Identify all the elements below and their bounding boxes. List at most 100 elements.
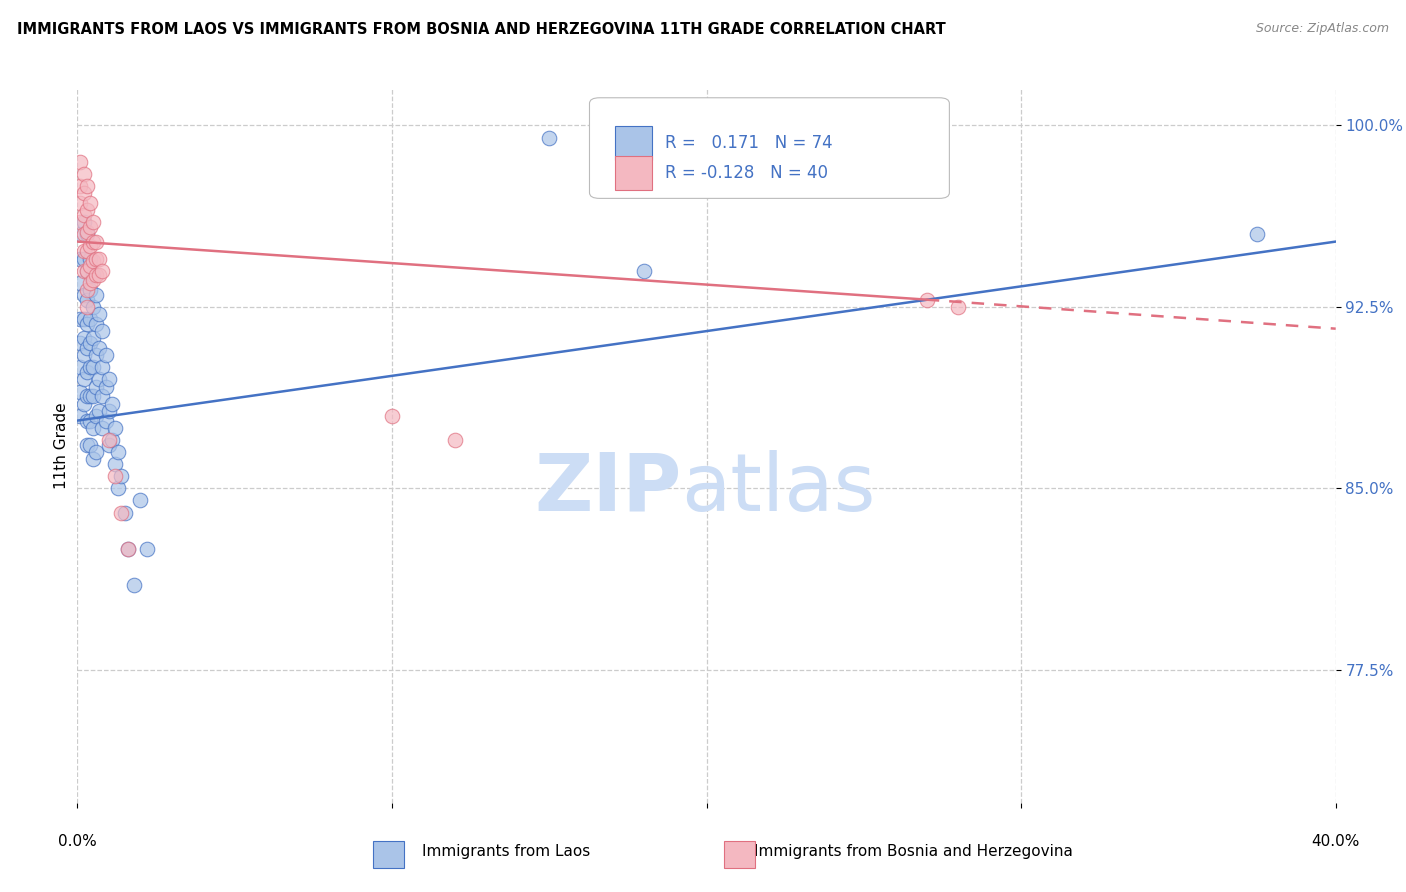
Point: [82, 331, 104, 345]
Point: [76, 283, 98, 297]
Point: [97, 433, 120, 447]
FancyBboxPatch shape: [614, 126, 652, 160]
Point: [84, 348, 107, 362]
Point: [76, 389, 98, 403]
Point: [72, 397, 94, 411]
Point: [84, 288, 107, 302]
Point: [69, 154, 91, 169]
Point: [72, 331, 94, 345]
Point: [69, 215, 91, 229]
Point: [76, 178, 98, 193]
Point: [110, 506, 132, 520]
Point: [72, 227, 94, 242]
Text: R =   0.171   N = 74: R = 0.171 N = 74: [665, 134, 832, 152]
Point: [104, 457, 127, 471]
Point: [84, 235, 107, 249]
Point: [91, 389, 114, 403]
Text: R = -0.128   N = 40: R = -0.128 N = 40: [665, 164, 828, 182]
Text: IMMIGRANTS FROM LAOS VS IMMIGRANTS FROM BOSNIA AND HERZEGOVINA 11TH GRADE CORREL: IMMIGRANTS FROM LAOS VS IMMIGRANTS FROM …: [17, 22, 946, 37]
Point: [76, 317, 98, 331]
Point: [104, 421, 127, 435]
Point: [97, 404, 120, 418]
Point: [79, 389, 101, 403]
Point: [633, 263, 655, 277]
Y-axis label: 11th Grade: 11th Grade: [53, 402, 69, 490]
Point: [76, 244, 98, 259]
Point: [79, 276, 101, 290]
Point: [72, 252, 94, 266]
Point: [79, 259, 101, 273]
Point: [84, 317, 107, 331]
Point: [69, 178, 91, 193]
Point: [76, 203, 98, 218]
Point: [91, 421, 114, 435]
Point: [104, 469, 127, 483]
FancyBboxPatch shape: [614, 156, 652, 190]
Point: [79, 336, 101, 351]
Point: [79, 252, 101, 266]
Point: [76, 300, 98, 314]
Point: [82, 452, 104, 467]
Point: [72, 348, 94, 362]
Point: [82, 268, 104, 283]
Point: [69, 360, 91, 375]
Point: [69, 227, 91, 242]
Point: [69, 195, 91, 210]
Point: [79, 283, 101, 297]
Point: [79, 438, 101, 452]
Point: [89, 341, 111, 355]
Point: [91, 263, 114, 277]
Point: [76, 263, 98, 277]
Point: [76, 225, 98, 239]
Point: [72, 244, 94, 259]
Point: [91, 360, 114, 375]
Point: [94, 414, 117, 428]
Point: [72, 208, 94, 222]
Point: [381, 409, 404, 423]
Point: [122, 578, 145, 592]
Point: [69, 312, 91, 326]
Point: [82, 389, 104, 403]
Point: [117, 541, 139, 556]
Point: [72, 186, 94, 201]
Point: [72, 372, 94, 386]
Point: [89, 268, 111, 283]
Point: [76, 341, 98, 355]
Point: [107, 445, 129, 459]
Point: [117, 541, 139, 556]
Point: [97, 372, 120, 386]
Point: [76, 365, 98, 379]
Point: [72, 312, 94, 326]
Point: [89, 307, 111, 321]
Point: [91, 324, 114, 338]
Point: [82, 215, 104, 229]
Point: [82, 421, 104, 435]
Point: [76, 227, 98, 242]
Point: [89, 252, 111, 266]
Point: [76, 438, 98, 452]
Point: [89, 372, 111, 386]
Point: [79, 360, 101, 375]
Text: Immigrants from Bosnia and Herzegovina: Immigrants from Bosnia and Herzegovina: [755, 845, 1073, 859]
Text: 0.0%: 0.0%: [58, 834, 97, 849]
Point: [76, 414, 98, 428]
Point: [97, 438, 120, 452]
Text: atlas: atlas: [682, 450, 876, 528]
Point: [1246, 227, 1268, 242]
Point: [76, 263, 98, 277]
Text: Source: ZipAtlas.com: Source: ZipAtlas.com: [1256, 22, 1389, 36]
Point: [101, 433, 124, 447]
Point: [69, 252, 91, 266]
Point: [79, 312, 101, 326]
Point: [82, 360, 104, 375]
Point: [107, 481, 129, 495]
Point: [101, 397, 124, 411]
Point: [69, 384, 91, 399]
Point: [84, 252, 107, 266]
Point: [84, 380, 107, 394]
Point: [114, 506, 136, 520]
Point: [79, 195, 101, 210]
Point: [82, 300, 104, 314]
Point: [69, 409, 91, 423]
Point: [82, 254, 104, 268]
